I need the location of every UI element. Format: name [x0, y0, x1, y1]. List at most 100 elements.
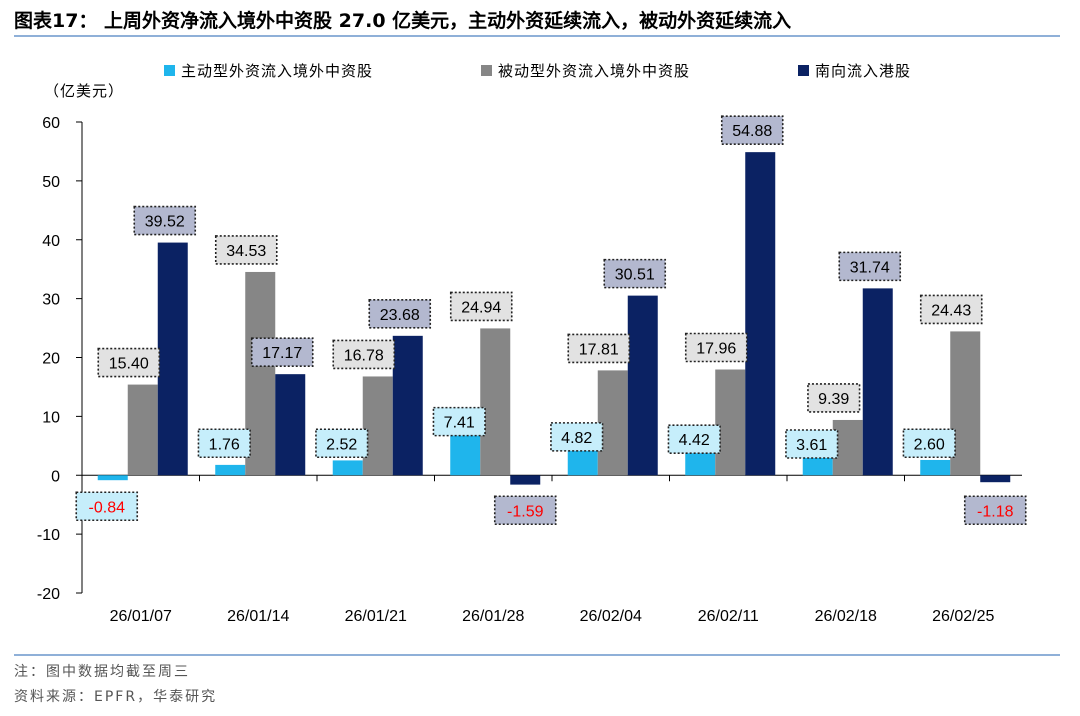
bar: [510, 475, 541, 485]
data-label-box: [250, 337, 314, 367]
y-tick-label: -20: [37, 586, 60, 603]
data-label: -0.84: [89, 499, 126, 516]
data-label-box: [197, 428, 251, 459]
legend-swatch-passive: [481, 65, 492, 76]
data-label: 54.88: [732, 123, 772, 140]
legend-item-active: 主动型外资流入境外中资股: [164, 60, 373, 81]
bar: [627, 295, 658, 476]
bar: [862, 288, 893, 476]
data-label-box: [97, 347, 161, 378]
data-label: 15.40: [109, 356, 149, 373]
data-label: 1.76: [209, 436, 240, 453]
data-label: -1.18: [977, 503, 1014, 520]
data-label-box: [432, 406, 486, 437]
data-label: 9.39: [818, 391, 849, 408]
data-label: 7.41: [444, 415, 475, 432]
bar: [597, 370, 628, 476]
data-label: 24.43: [931, 302, 971, 319]
bar: [480, 328, 511, 476]
bar: [362, 376, 393, 476]
x-tick-label: 26/01/07: [110, 608, 172, 625]
bar: [275, 374, 306, 476]
data-label: 4.42: [679, 432, 710, 449]
y-tick-label: 40: [42, 233, 60, 250]
data-label-box: [807, 383, 861, 413]
data-label: 2.60: [914, 436, 945, 453]
data-label-box: [785, 429, 839, 459]
data-label-box: [332, 339, 396, 370]
data-label: 31.74: [850, 259, 890, 276]
bar: [745, 152, 776, 476]
data-label-box: [919, 294, 983, 325]
data-label: 30.51: [615, 267, 655, 284]
legend-swatch-active: [164, 65, 175, 76]
bar: [157, 242, 188, 476]
title-divider: [14, 35, 1060, 37]
bar: [920, 459, 951, 476]
data-label-box: [603, 258, 667, 289]
legend-label-active: 主动型外资流入境外中资股: [181, 62, 374, 80]
y-tick-label: 30: [42, 292, 60, 309]
x-tick-label: 26/01/21: [345, 608, 407, 625]
footer-divider: [14, 654, 1060, 656]
footer-note: 注：图中数据均截至周三: [14, 664, 190, 680]
footer-source: 资料来源：EPFR，华泰研究: [14, 689, 218, 705]
legend-swatch-southbound: [798, 65, 809, 76]
y-tick-label: 50: [42, 174, 60, 191]
data-label: 23.68: [380, 307, 420, 324]
bar: [97, 475, 128, 481]
bar: [715, 369, 746, 476]
chart-title: 图表17： 上周外资净流入境外中资股 27.0 亿美元，主动外资延续流入，被动外…: [14, 10, 792, 32]
data-label: 17.96: [696, 341, 736, 358]
x-tick-label: 26/02/11: [698, 608, 759, 625]
data-label-box: [449, 291, 513, 322]
data-label-box: [720, 115, 784, 145]
x-tick-label: 26/02/18: [815, 608, 877, 625]
x-tick-label: 26/02/25: [932, 608, 994, 625]
data-label: 2.52: [326, 436, 357, 453]
bar: [980, 475, 1011, 483]
bar: [245, 271, 276, 476]
x-tick-label: 26/02/04: [580, 608, 642, 625]
data-label-box: [667, 424, 721, 455]
data-label: 17.17: [262, 345, 302, 362]
data-label: 34.53: [226, 243, 266, 260]
data-label-box: [838, 251, 902, 282]
bar: [392, 335, 423, 476]
bar: [802, 453, 833, 476]
y-tick-label: 60: [42, 115, 60, 132]
data-label-box: [567, 333, 631, 364]
data-label: 17.81: [579, 341, 619, 358]
data-label-box: [902, 428, 956, 459]
x-tick-label: 26/01/14: [227, 608, 289, 625]
legend-label-southbound: 南向流入港股: [815, 62, 912, 80]
y-axis-unit-label: （亿美元）: [44, 82, 125, 100]
data-label: 16.78: [344, 347, 384, 364]
legend-item-passive: 被动型外资流入境外中资股: [481, 60, 690, 81]
data-label: 4.82: [561, 430, 592, 447]
data-label-box: [214, 235, 278, 265]
legend-item-southbound: 南向流入港股: [798, 60, 911, 81]
bar: [332, 460, 363, 476]
data-label-box: [75, 491, 139, 522]
x-tick-label: 26/01/28: [462, 608, 524, 625]
data-label-box: [550, 422, 604, 452]
bar: [215, 464, 246, 476]
y-tick-label: -10: [37, 527, 60, 544]
bar: [450, 431, 481, 476]
y-tick-label: 10: [42, 409, 60, 426]
bar: [127, 384, 158, 476]
data-label: -1.59: [507, 503, 544, 520]
y-tick-label: 0: [51, 468, 60, 485]
y-tick-label: 20: [42, 351, 60, 368]
legend-label-passive: 被动型外资流入境外中资股: [498, 62, 691, 80]
data-label: 24.94: [461, 299, 501, 316]
data-label-box: [963, 495, 1027, 526]
data-label-box: [493, 495, 557, 526]
data-label: 39.52: [145, 214, 185, 231]
data-label-box: [133, 205, 197, 236]
data-label-box: [684, 332, 748, 363]
chart-legend: 主动型外资流入境外中资股 被动型外资流入境外中资股 南向流入港股: [0, 60, 1080, 84]
data-label-box: [315, 428, 369, 459]
